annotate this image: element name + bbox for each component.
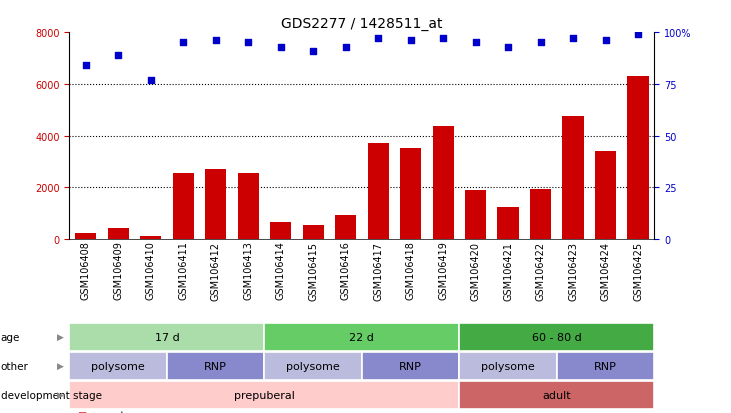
Point — [405, 38, 417, 45]
Point — [275, 44, 287, 51]
Bar — [595, 152, 616, 240]
Point — [242, 40, 254, 47]
Point — [502, 44, 514, 51]
Text: age: age — [1, 332, 20, 342]
Bar — [562, 117, 583, 240]
Text: RNP: RNP — [399, 361, 422, 371]
Bar — [335, 216, 356, 240]
Text: polysome: polysome — [287, 361, 340, 371]
Bar — [69, 352, 167, 380]
Point — [210, 38, 221, 45]
Text: polysome: polysome — [91, 361, 145, 371]
Bar — [498, 207, 518, 240]
Text: ▶: ▶ — [57, 390, 64, 399]
Text: polysome: polysome — [481, 361, 535, 371]
Bar — [303, 225, 324, 240]
Text: adult: adult — [542, 390, 571, 400]
Bar — [459, 323, 654, 351]
Text: other: other — [1, 361, 29, 371]
Text: RNP: RNP — [204, 361, 227, 371]
Point — [470, 40, 482, 47]
Bar — [107, 229, 129, 240]
Point — [80, 63, 91, 69]
Bar — [459, 352, 557, 380]
Bar — [265, 352, 362, 380]
Point — [113, 52, 124, 59]
Text: development stage: development stage — [1, 390, 102, 400]
Point — [178, 40, 189, 47]
Text: ▶: ▶ — [57, 332, 64, 342]
Point — [307, 48, 319, 55]
Bar — [270, 222, 291, 240]
Bar — [459, 381, 654, 409]
Text: ▶: ▶ — [57, 361, 64, 370]
Bar — [238, 173, 259, 240]
Bar — [557, 352, 654, 380]
Point — [340, 44, 352, 51]
Bar — [205, 169, 226, 240]
Point — [372, 36, 384, 43]
Text: prepuberal: prepuberal — [234, 390, 295, 400]
Point — [437, 36, 449, 43]
Bar — [75, 234, 96, 240]
Bar — [362, 352, 459, 380]
Text: 17 d: 17 d — [154, 332, 179, 342]
Text: 22 d: 22 d — [349, 332, 374, 342]
Point — [534, 40, 546, 47]
Bar — [530, 189, 551, 240]
Text: 60 - 80 d: 60 - 80 d — [532, 332, 582, 342]
Bar — [627, 77, 648, 240]
Bar — [69, 381, 459, 409]
Point — [145, 77, 156, 84]
Bar — [368, 144, 389, 240]
Bar — [400, 149, 421, 240]
Text: ■: ■ — [77, 410, 86, 413]
Bar — [69, 323, 265, 351]
Bar — [173, 174, 194, 240]
Bar — [265, 323, 459, 351]
Bar — [140, 236, 162, 240]
Text: RNP: RNP — [594, 361, 617, 371]
Bar — [167, 352, 265, 380]
Point — [567, 36, 579, 43]
Bar — [433, 126, 454, 240]
Point — [632, 32, 644, 38]
Point — [599, 38, 611, 45]
Bar — [465, 190, 486, 240]
Text: count: count — [95, 410, 124, 413]
Title: GDS2277 / 1428511_at: GDS2277 / 1428511_at — [281, 17, 442, 31]
